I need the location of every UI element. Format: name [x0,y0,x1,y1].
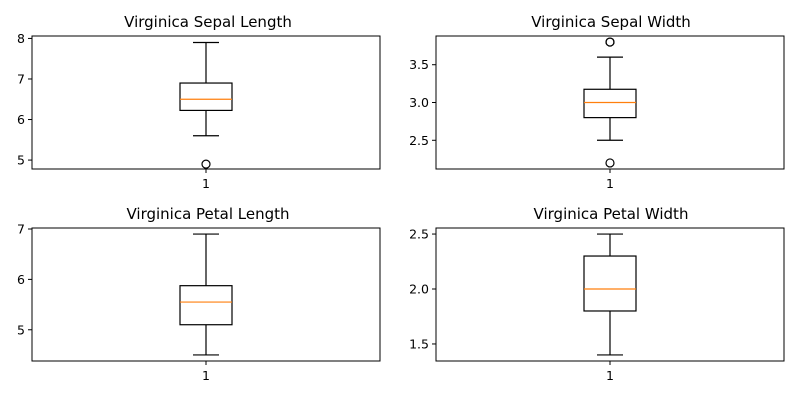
box-iqr [583,88,637,119]
chart-title: Virginica Sepal Length [124,13,292,31]
y-tick-label: 2.5 [409,133,429,148]
x-tick-label: 1 [202,176,210,191]
chart-title: Virginica Petal Length [126,205,289,223]
y-tick-label: 6 [17,272,25,287]
y-tick-label: 5 [17,153,25,168]
y-tick-label: 5 [17,322,25,337]
y-tick-label: 1.5 [409,336,429,351]
y-tick-label: 3.5 [409,57,429,72]
x-tick-label: 1 [606,368,614,383]
y-tick-label: 3.0 [409,95,429,110]
chart-title: Virginica Petal Width [534,205,689,223]
outlier-point [201,159,211,169]
y-tick-label: 2.0 [409,282,429,297]
y-tick-label: 7 [17,222,25,237]
box-iqr [179,82,233,112]
y-tick-label: 6 [17,112,25,127]
outlier-point [605,158,615,168]
subplot-petal-length: Virginica Petal Length 5 6 7 1 [17,205,381,383]
y-tick-label: 8 [17,31,25,46]
subplot-sepal-width: Virginica Sepal Width 2.5 3.0 3.5 1 [409,13,785,191]
x-tick-label: 1 [202,368,210,383]
box-iqr [583,255,637,312]
subplot-sepal-length: Virginica Sepal Length 5 6 7 8 1 [17,13,381,191]
subplot-petal-width: Virginica Petal Width 1.5 2.0 2.5 1 [409,205,785,383]
outlier-point [605,37,615,47]
x-tick-label: 1 [606,176,614,191]
y-tick-label: 2.5 [409,227,429,242]
box-iqr [179,285,233,326]
chart-title: Virginica Sepal Width [531,13,691,31]
y-tick-label: 7 [17,71,25,86]
